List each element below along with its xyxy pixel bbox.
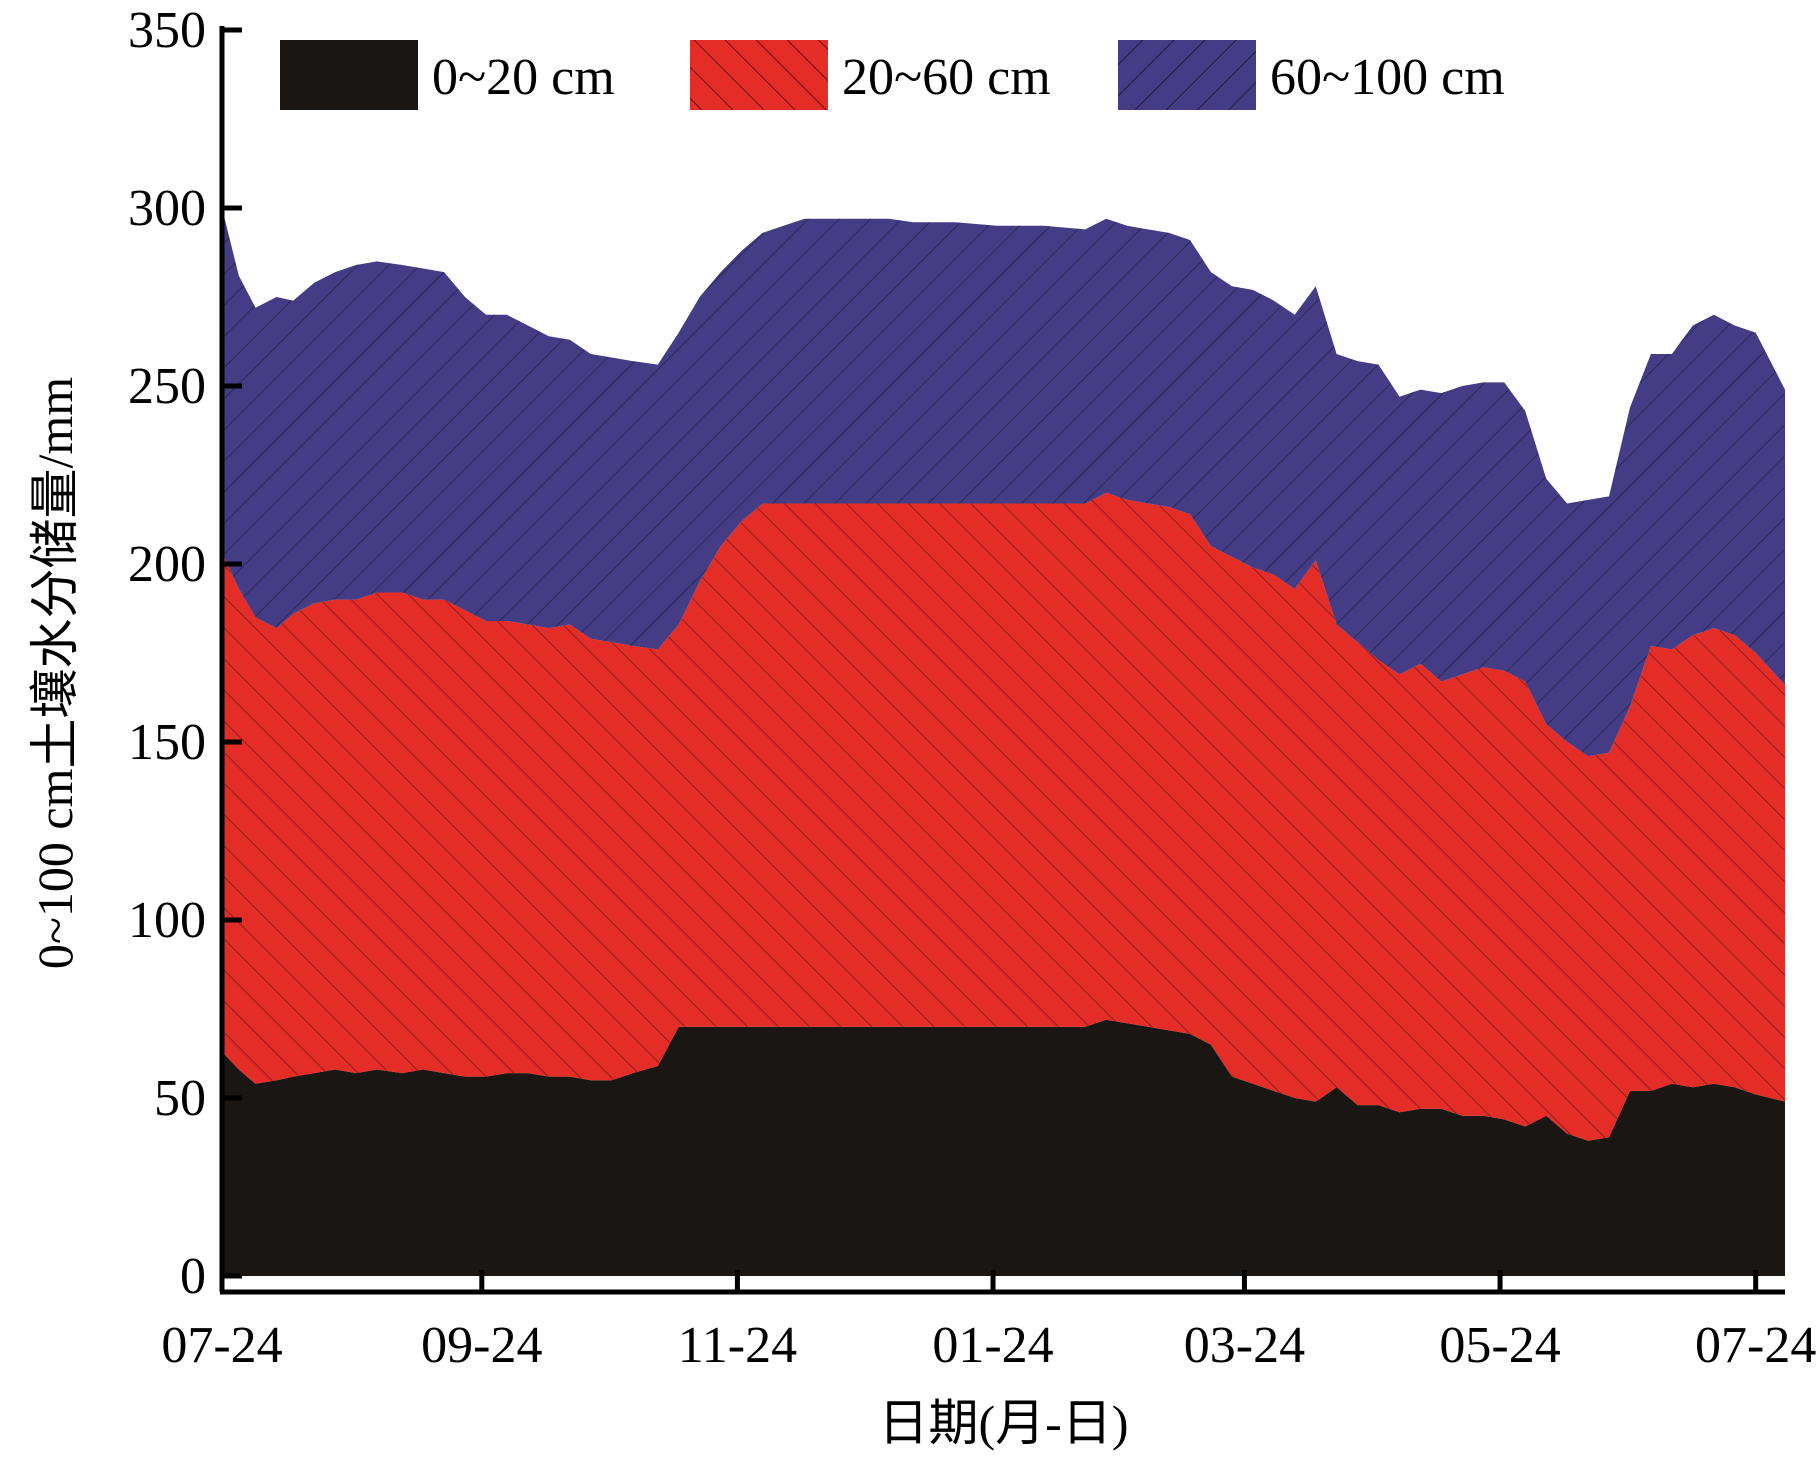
x-tick-label: 09-24 <box>421 1317 542 1374</box>
y-tick-label: 0 <box>180 1248 206 1305</box>
legend-item-20-60-cm: 20~60 cm <box>690 40 1051 110</box>
legend-swatch-hatch <box>1118 40 1256 110</box>
x-tick-label: 07-24 <box>161 1317 282 1374</box>
x-tick-label: 01-24 <box>932 1317 1053 1374</box>
y-tick-label: 100 <box>128 892 206 949</box>
legend-swatch-hatch <box>690 40 828 110</box>
y-tick-label: 250 <box>128 358 206 415</box>
legend-label: 60~100 cm <box>1270 49 1505 106</box>
y-tick-label: 200 <box>128 536 206 593</box>
legend-item-60-100-cm: 60~100 cm <box>1118 40 1505 110</box>
x-tick-label: 07-24 <box>1695 1317 1816 1374</box>
area-hatch-60-100-cm <box>222 208 1785 757</box>
legend-item-0-20-cm: 0~20 cm <box>280 40 615 110</box>
y-axis-title: 0~100 cm土壤水分储量/mm <box>27 377 83 969</box>
x-tick-label: 03-24 <box>1184 1317 1305 1374</box>
legend-label: 0~20 cm <box>432 49 615 106</box>
area-series-0-20-cm <box>222 1019 1785 1276</box>
y-tick-label: 300 <box>128 180 206 237</box>
x-tick-label: 11-24 <box>678 1317 797 1374</box>
legend: 0~20 cm 20~60 cm 60~100 cm <box>280 40 1505 110</box>
legend-label: 20~60 cm <box>842 49 1051 106</box>
axes: 0 50 100 150 200 250 300 350 07-24 09-24 11-24 01-2… <box>128 2 1816 1374</box>
y-tick-label: 150 <box>128 714 206 771</box>
y-tick-label: 350 <box>128 2 206 59</box>
legend-swatch <box>280 40 418 110</box>
y-tick-label: 50 <box>154 1070 206 1127</box>
area-hatch-20-60-cm <box>222 492 1785 1141</box>
x-axis-title: 日期(月-日) <box>879 1395 1129 1451</box>
area-layers <box>222 208 1785 1276</box>
x-tick-label: 05-24 <box>1439 1317 1560 1374</box>
